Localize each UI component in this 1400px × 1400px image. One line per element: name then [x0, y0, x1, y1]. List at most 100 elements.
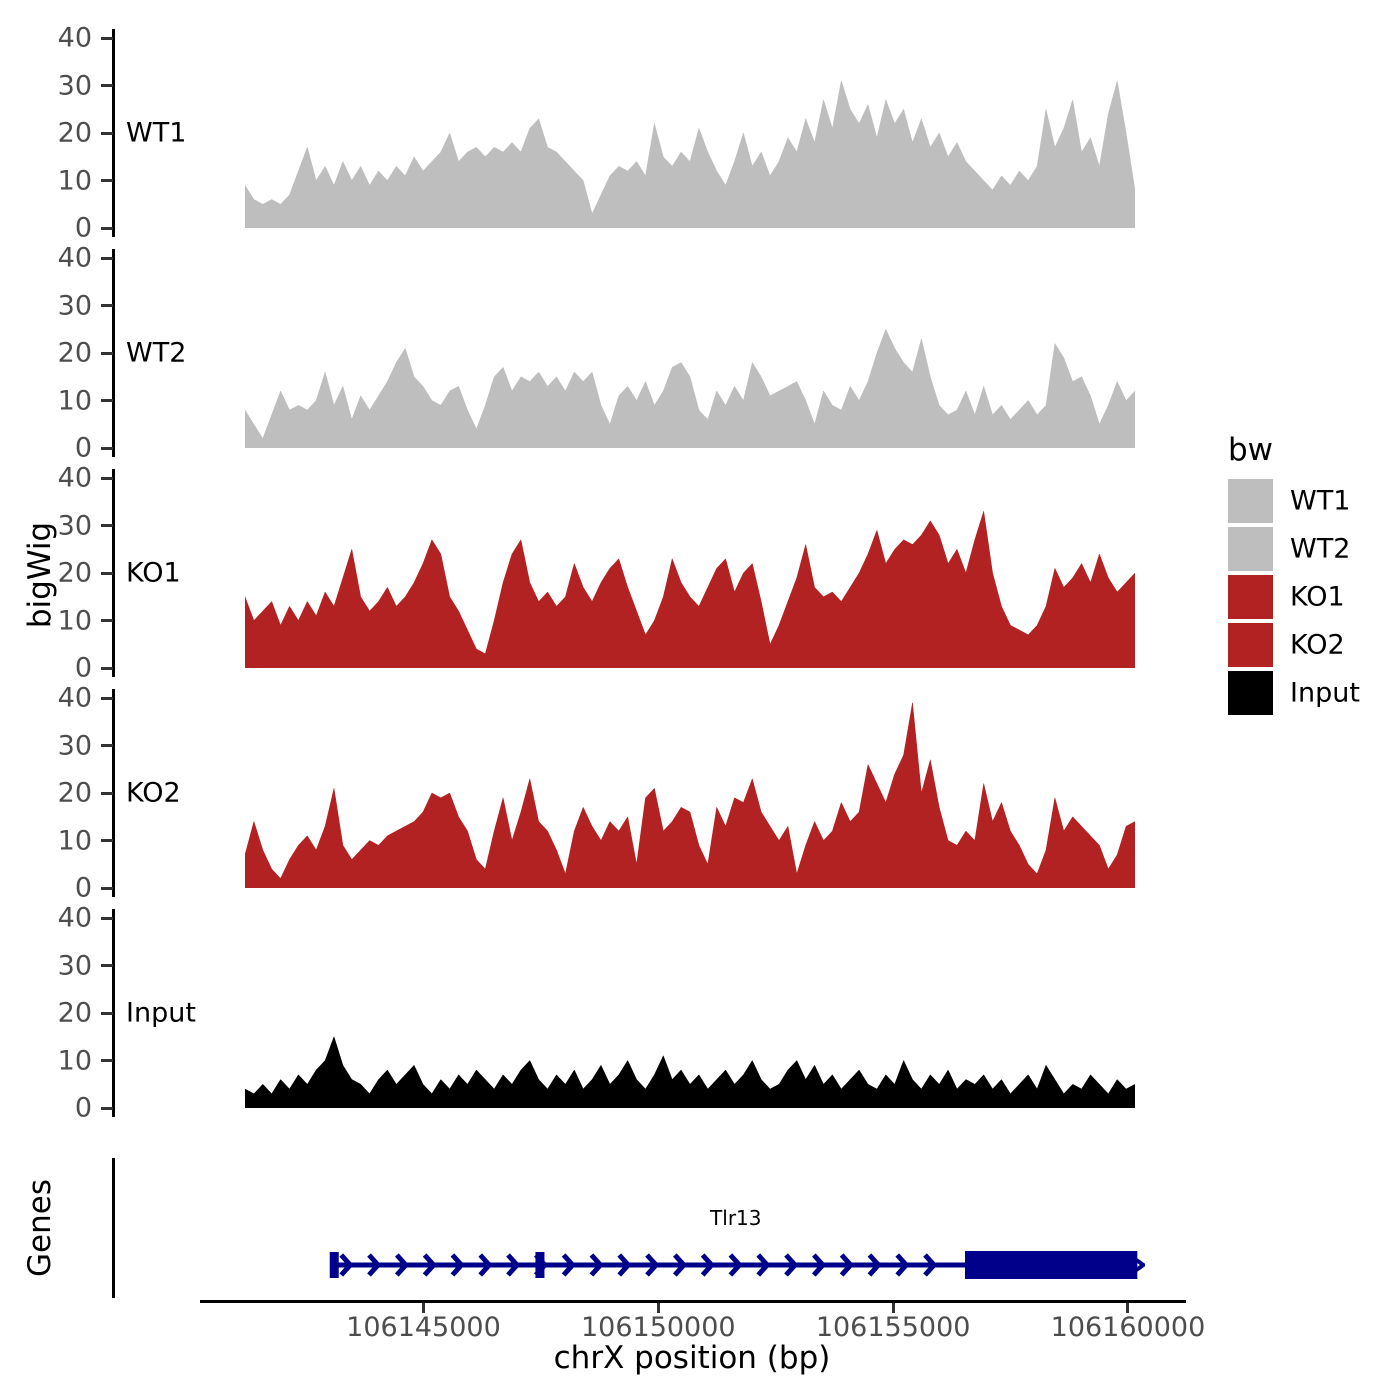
strand-arrow: [895, 1253, 910, 1277]
x-tick-mark: [891, 1303, 895, 1313]
strand-arrow: [422, 1253, 437, 1277]
legend-swatch-ko2: [1228, 623, 1273, 667]
y-tick-mark: [101, 36, 113, 40]
y-tick-label: 20: [57, 997, 92, 1029]
y-tick-label: 10: [57, 1045, 92, 1076]
y-tick-label: 30: [57, 950, 92, 981]
y-tick-mark: [101, 351, 113, 355]
y-tick-label: 20: [57, 777, 92, 809]
y-tick-mark: [101, 179, 113, 182]
strand-arrow: [589, 1253, 604, 1277]
y-tick-label: 10: [57, 165, 92, 196]
x-tick-label: 106150000: [580, 1312, 736, 1343]
y-tick-mark: [101, 964, 113, 967]
track-label-wt2: WT2: [126, 337, 187, 369]
y-axis-line: [112, 469, 115, 677]
y-tick-label: 30: [57, 730, 92, 761]
exon-mark: [535, 1252, 545, 1278]
strand-arrow: [672, 1253, 688, 1277]
y-tick-label: 40: [57, 462, 92, 494]
y-tick-label: 20: [57, 557, 92, 589]
x-tick-mark: [421, 1303, 425, 1313]
strand-arrow: [339, 1253, 354, 1277]
y-tick-mark: [101, 744, 113, 747]
genes-y-axis-line: [112, 1158, 115, 1298]
strand-arrow: [561, 1253, 576, 1277]
exon-mark: [329, 1252, 339, 1278]
y-tick-mark: [101, 916, 113, 920]
area-polygon: [245, 702, 1135, 888]
strand-arrow: [784, 1253, 799, 1277]
y-tick-label: 30: [57, 290, 92, 321]
strand-arrow: [867, 1253, 882, 1277]
coverage-area-wt1: [245, 80, 1135, 228]
legend-swatch-input: [1228, 671, 1273, 715]
legend-label-wt2: WT2: [1290, 533, 1351, 565]
track-label-ko1: KO1: [126, 557, 181, 589]
y-tick-label: 20: [57, 337, 92, 369]
legend-swatch-wt2: [1228, 527, 1273, 571]
strand-arrow: [506, 1253, 521, 1277]
y-tick-mark: [101, 666, 113, 670]
legend-title: bw: [1228, 432, 1274, 468]
gene-name-label: Tlr13: [710, 1206, 762, 1230]
y-tick-mark: [101, 1059, 113, 1062]
y-tick-mark: [101, 839, 113, 842]
y-tick-label: 0: [74, 212, 92, 244]
coverage-area-input: [245, 1036, 1135, 1108]
x-tick-label: 106145000: [346, 1312, 501, 1343]
legend-label-wt1: WT1: [1290, 485, 1351, 517]
y-tick-mark: [101, 886, 113, 890]
strand-arrow: [923, 1253, 938, 1277]
y-tick-mark: [101, 304, 113, 307]
x-axis-line: [200, 1300, 1186, 1303]
coverage-area-wt2: [245, 328, 1135, 448]
y-tick-mark: [101, 1011, 113, 1015]
coverage-area-ko1: [245, 511, 1135, 668]
legend-label-ko1: KO1: [1290, 581, 1345, 613]
y-axis-line: [112, 249, 115, 457]
terminal-exon: [964, 1251, 1138, 1279]
x-tick-mark: [656, 1303, 660, 1313]
area-polygon: [245, 328, 1135, 448]
legend-label-ko2: KO2: [1290, 629, 1345, 661]
y-tick-mark: [101, 619, 113, 622]
x-tick-label: 106160000: [1050, 1312, 1206, 1343]
strand-arrow: [450, 1253, 465, 1277]
y-tick-mark: [101, 226, 113, 230]
x-tick-label: 106155000: [815, 1312, 971, 1343]
y-tick-label: 0: [74, 652, 92, 684]
track-label-input: Input: [126, 997, 196, 1029]
y-tick-mark: [101, 399, 113, 402]
legend-label-input: Input: [1290, 677, 1360, 709]
y-tick-mark: [101, 446, 113, 450]
legend-swatch-ko1: [1228, 575, 1273, 619]
y-tick-label: 30: [57, 70, 92, 101]
y-tick-label: 40: [57, 22, 92, 54]
y-axis-line: [112, 689, 115, 897]
y-tick-label: 10: [57, 825, 92, 856]
strand-arrow: [811, 1253, 827, 1277]
coverage-area-ko2: [245, 702, 1135, 888]
area-polygon: [245, 511, 1135, 668]
y-tick-label: 10: [57, 385, 92, 416]
strand-arrow: [478, 1253, 493, 1277]
y-tick-label: 0: [74, 432, 92, 464]
y-axis-line: [112, 909, 115, 1117]
strand-arrow: [756, 1253, 771, 1277]
strand-arrow: [645, 1253, 660, 1277]
y-tick-label: 40: [57, 902, 92, 934]
y-tick-mark: [101, 256, 113, 260]
y-tick-label: 10: [57, 605, 92, 636]
y-axis-line: [112, 29, 115, 237]
legend-swatch-wt1: [1228, 479, 1273, 523]
strand-arrow: [617, 1253, 632, 1277]
strand-arrow: [700, 1253, 715, 1277]
genes-axis-title: Genes: [22, 1179, 58, 1277]
strand-arrow: [839, 1253, 854, 1277]
track-label-ko2: KO2: [126, 777, 181, 809]
y-tick-label: 0: [74, 872, 92, 904]
y-tick-label: 20: [57, 117, 92, 149]
y-tick-mark: [101, 476, 113, 480]
